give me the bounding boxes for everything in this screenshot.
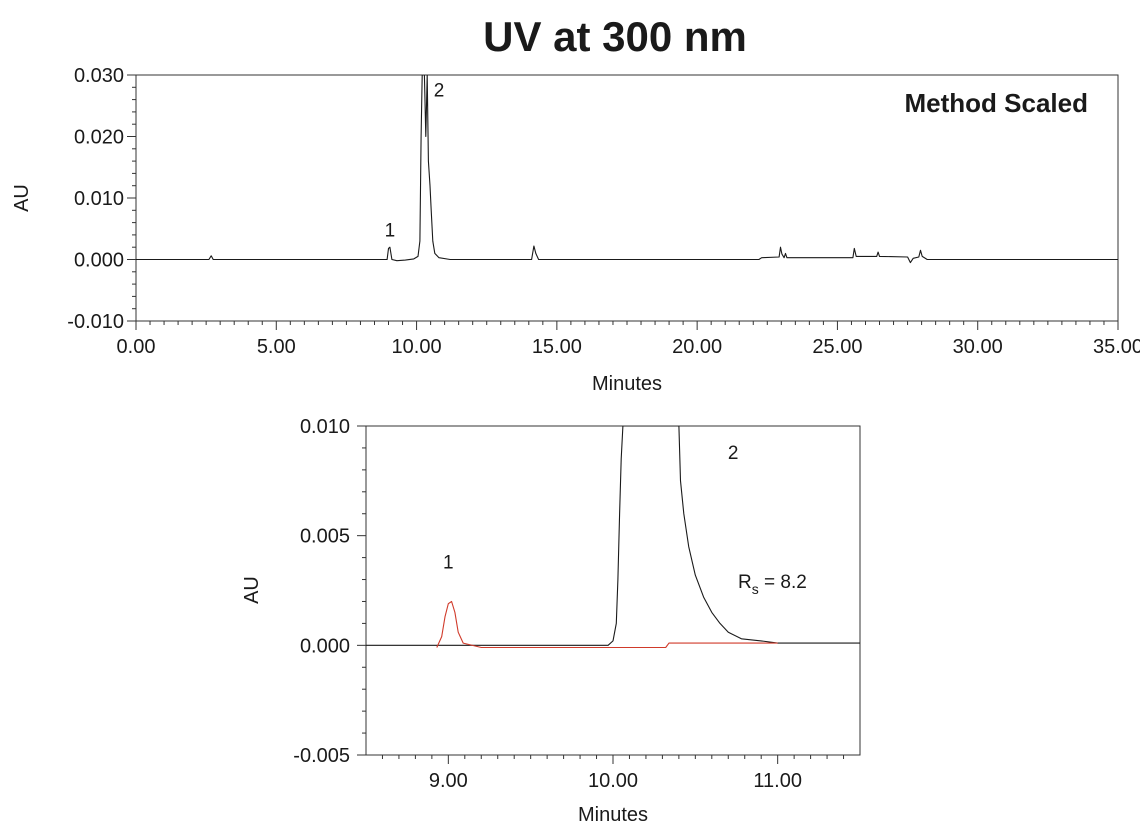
y-tick-label: 0.010 (74, 188, 124, 210)
x-tick-label: 25.00 (812, 336, 862, 358)
x-tick-label: 35.00 (1093, 336, 1140, 358)
peak-label: 2 (728, 443, 739, 464)
x-tick-label: 5.00 (257, 336, 296, 358)
y-tick-label: 0.030 (74, 65, 124, 87)
x-tick-label: 10.00 (588, 770, 638, 792)
peak-label: 1 (385, 221, 396, 242)
y-tick-label: 0.010 (300, 416, 350, 438)
peak-label: 1 (443, 553, 454, 574)
y-axis-label: AU (11, 184, 33, 212)
y-tick-label: 0.005 (300, 526, 350, 548)
y-tick-label: 0.000 (300, 635, 350, 657)
x-tick-label: 9.00 (429, 770, 468, 792)
x-tick-label: 15.00 (532, 336, 582, 358)
x-axis-label: Minutes (578, 804, 648, 826)
y-tick-label: -0.005 (293, 745, 350, 767)
x-tick-label: 11.00 (753, 770, 802, 792)
y-tick-label: -0.010 (67, 311, 124, 333)
method-scaled-label: Method Scaled (905, 88, 1088, 118)
figure-title: UV at 300 nm (483, 13, 747, 60)
peak-label: 2 (434, 81, 445, 102)
x-tick-label: 0.00 (117, 336, 156, 358)
resolution-label: Rs = 8.2 (738, 572, 807, 597)
x-tick-label: 10.00 (392, 336, 442, 358)
chromatogram-trace-1 (366, 426, 860, 646)
full-run-chromatogram: 0.00 5.00 10.00 15.00 20.00 25.00 30.00 35.00 0.… (11, 65, 1140, 395)
zoomed-chromatogram: 9.00 10.00 11.00 0.010 0.005 0.000 -0.005 Minut… (241, 416, 861, 826)
y-axis-label: AU (241, 576, 263, 604)
x-tick-label: 30.00 (953, 336, 1003, 358)
x-tick-label: 20.00 (672, 336, 722, 358)
chromatogram-trace-1 (136, 75, 1118, 264)
x-axis-label: Minutes (592, 373, 662, 395)
y-tick-label: 0.020 (74, 127, 124, 149)
chromatogram-trace-2 (436, 600, 778, 649)
y-tick-label: 0.000 (74, 250, 124, 272)
